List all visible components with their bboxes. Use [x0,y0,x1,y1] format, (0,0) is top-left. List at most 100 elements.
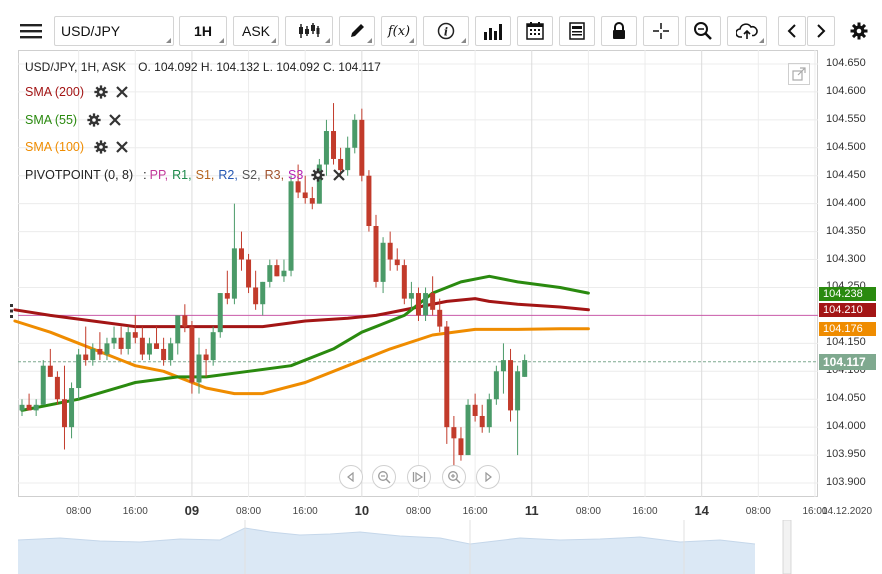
sma100-price-value: 104.176 [823,322,863,335]
y-tick-label: 104.500 [826,140,866,153]
last-price-value: 104.117 [823,354,866,369]
y-tick-label: 104.600 [826,84,866,97]
zoom-button[interactable] [685,16,721,46]
pivot-level-label: R1, [172,168,192,182]
pan-right-button[interactable] [476,465,500,489]
y-tick-label: 103.900 [826,476,866,489]
pivot-separator: : [143,168,147,182]
chart-header: USD/JPY, 1H, ASK O. 104.092 H. 104.132 L… [25,60,381,74]
pivot-level-label: PP, [149,168,169,182]
reset-zoom-icon [412,471,426,483]
close-icon[interactable] [116,141,128,153]
info-button[interactable]: i [423,16,469,46]
x-tick-label: 16:00 [802,506,828,517]
x-tick-label: 16:00 [122,506,148,517]
gear-icon[interactable] [94,85,108,99]
settings-button[interactable] [845,16,873,46]
x-tick-label: 08:00 [575,506,601,517]
chart-title: USD/JPY, 1H, ASK [25,60,127,74]
volume-button[interactable] [475,16,511,46]
chart-panel [18,50,818,497]
gear-icon[interactable] [94,140,108,154]
price-type-select[interactable]: ASK [233,16,279,46]
x-tick-label: 08:00 [66,506,92,517]
function-icon: f(x) [387,23,411,39]
x-tick-label: 11 [524,503,539,518]
scroll-left-button[interactable] [778,16,806,46]
gear-icon[interactable] [87,113,101,127]
pivot-level-label: S3 [288,168,304,182]
x-tick-label: 16:00 [292,506,318,517]
sma55-price-tag: 104.238 [819,287,876,302]
info-icon: i [437,22,455,40]
legend-sma-100: SMA (100) [25,140,128,154]
indicators-button[interactable]: f(x) [381,16,417,46]
sma100-price-tag: 104.176 [819,321,876,336]
save-cloud-button[interactable] [727,16,767,46]
y-tick-label: 103.950 [826,448,866,461]
x-tick-label: 08:00 [405,506,431,517]
x-tick-label: 08:00 [236,506,262,517]
zoom-out-button[interactable] [372,465,396,489]
bar-chart-icon [484,24,502,40]
pan-left-button[interactable] [339,465,363,489]
close-icon[interactable] [116,86,128,98]
toolbar: USD/JPY 1H ASK f(x) i [0,0,882,50]
lock-icon [613,22,625,39]
zoom-in-button[interactable] [442,465,466,489]
lock-button[interactable] [601,16,637,46]
sma55-label: SMA (55) [25,113,78,127]
scroll-right-button[interactable] [807,16,835,46]
navigator-right-handle [782,520,792,574]
close-icon[interactable] [333,169,346,181]
y-tick-label: 104.350 [826,224,866,237]
chart-type-button[interactable] [285,16,333,46]
candlestick-icon [299,23,320,38]
drag-handle-icon[interactable] [9,303,15,319]
timeframe-label: 1H [194,23,212,39]
calendar-button[interactable] [517,16,553,46]
pivot-level-label: S2, [241,168,261,182]
pivot-level-label: S1, [195,168,215,182]
chevron-left-icon [787,24,796,38]
x-tick-label: 16:00 [462,506,488,517]
reset-zoom-button[interactable] [407,465,431,489]
last-price-tag: 104.117 [819,353,876,370]
x-tick-label: 08:00 [745,506,771,517]
pivot-level-label: R2, [218,168,238,182]
timeframe-select[interactable]: 1H [179,16,227,46]
y-tick-label: 104.150 [826,336,866,349]
y-tick-label: 104.650 [826,56,866,69]
x-tick-label: 16:00 [632,506,658,517]
calendar-icon [526,22,544,40]
menu-button[interactable] [14,16,48,46]
gear-icon[interactable] [311,168,325,182]
legend-pivot: PIVOTPOINT (0, 8) : PP, R1, S1, R2, S2, R3, S3 [25,168,346,182]
y-tick-label: 104.550 [826,112,866,125]
navigator-strip[interactable] [0,520,882,574]
chevron-right-icon [817,24,826,38]
draw-tools-button[interactable] [339,16,375,46]
x-tick-label: 09 [184,503,200,518]
template-button[interactable] [559,16,595,46]
close-icon[interactable] [109,114,121,126]
y-tick-label: 104.450 [826,168,866,181]
y-tick-label: 104.400 [826,196,866,209]
document-icon [569,22,585,40]
date-stamp: 14.12.2020 [821,506,873,517]
y-tick-label: 104.300 [826,252,866,265]
x-tick-label: 14 [694,503,709,518]
ohlc-readout: O. 104.092 H. 104.132 L. 104.092 C. 104.… [138,60,381,74]
sma100-label: SMA (100) [25,140,85,154]
navigator-area [18,528,755,574]
expand-button[interactable] [788,63,810,85]
symbol-select[interactable]: USD/JPY [54,16,174,46]
pivot-label: PIVOTPOINT (0, 8) [25,168,134,182]
sma200-label: SMA (200) [25,85,85,99]
crosshair-button[interactable] [643,16,679,46]
price-type-label: ASK [241,23,270,39]
x-tick-label: 10 [354,503,370,518]
svg-text:i: i [444,26,448,39]
y-tick-label: 104.000 [826,420,866,433]
expand-icon [792,67,806,81]
